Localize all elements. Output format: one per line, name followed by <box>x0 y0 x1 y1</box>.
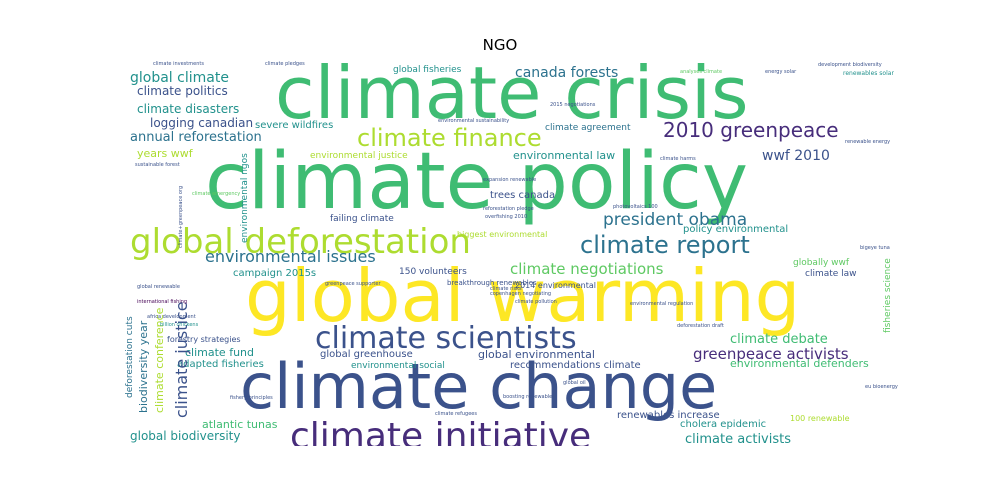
cloud-word: climate pollution <box>515 299 557 305</box>
cloud-word: environmental defenders <box>730 357 869 370</box>
cloud-word: canada forests <box>515 65 618 81</box>
cloud-word: climate justice <box>172 301 191 418</box>
cloud-word: deforestation cuts <box>125 316 135 398</box>
cloud-word: climate conference <box>153 307 166 413</box>
cloud-word: biggest environmental <box>457 230 547 239</box>
cloud-word: climate change <box>240 350 717 423</box>
cloud-word: climate scientists <box>315 321 577 356</box>
cloud-word: renewable energy <box>845 139 890 145</box>
cloud-word: cholera epidemic <box>680 419 766 430</box>
cloud-word: fisheries science <box>883 258 893 333</box>
cloud-word: climate emergency <box>192 191 240 197</box>
cloud-word: forestry strategies <box>167 335 241 344</box>
cloud-word: global deforestation <box>130 222 471 262</box>
cloud-word: climate refugees <box>435 411 477 417</box>
cloud-word: climate negotiations <box>510 260 664 278</box>
cloud-word: reforestation pledge <box>483 206 534 212</box>
cloud-word: environmental justice <box>310 151 408 161</box>
cloud-word: climate crisis <box>275 58 748 135</box>
cloud-word: global environmental <box>478 348 595 361</box>
cloud-word: renewables solar <box>843 70 894 77</box>
cloud-word: biodiversity year <box>137 320 150 413</box>
cloud-word: global biodiversity <box>130 429 240 443</box>
cloud-word: globally wwf <box>793 258 850 268</box>
cloud-word: annual reforestation <box>130 130 262 145</box>
cloud-word: global warming <box>245 254 800 338</box>
cloud-word: climate finance <box>357 124 542 152</box>
cloud-word: breakthrough renewables <box>447 279 537 287</box>
cloud-word: wwf 2010 <box>762 148 830 164</box>
cloud-word: 2010 greenpeace <box>663 118 839 142</box>
cloud-word: expansion renewable <box>483 177 536 183</box>
cloud-word: development biodiversity <box>818 62 882 68</box>
cloud-word: recommendations climate <box>510 360 641 371</box>
cloud-word: climate initiative <box>290 416 591 446</box>
cloud-word: 100 renewable <box>790 414 850 423</box>
cloud-word: environmental issues <box>205 247 376 266</box>
cloud-word: climate disasters <box>137 102 239 116</box>
cloud-word: climate activists <box>685 432 791 446</box>
cloud-word: eu bioenergy <box>865 384 898 390</box>
cloud-word: global climate <box>130 70 229 86</box>
cloud-word: atlantic tunas <box>202 418 278 431</box>
cloud-word: bigeye tuna <box>860 245 890 251</box>
cloud-word: environmental social <box>351 361 445 371</box>
cloud-word: global oil <box>563 380 586 386</box>
cloud-word: severe wildfires <box>255 120 333 131</box>
cloud-word: global renewable <box>137 284 180 290</box>
cloud-word: sustainable forest <box>135 162 180 168</box>
cloud-word: international fishing <box>137 299 187 305</box>
cloud-word: 150 volunteers <box>399 267 467 277</box>
cloud-word: environmental law <box>513 149 615 162</box>
cloud-word: climate fund <box>185 346 254 359</box>
cloud-word: global greenhouse <box>320 349 413 360</box>
cloud-word: overfishing 2010 <box>485 214 527 220</box>
cloud-word: climate risks <box>490 286 522 292</box>
cloud-word: energy solar <box>765 69 797 75</box>
cloud-word: africa development <box>147 314 196 320</box>
cloud-word: greenpeace supporter <box>325 281 381 287</box>
cloud-word: environmental regulation <box>630 301 693 307</box>
cloud-word: copenhagen negotiating <box>490 291 551 297</box>
cloud-word: climate report <box>580 231 750 259</box>
cloud-word: renewables increase <box>617 410 720 421</box>
cloud-word: analyses climate <box>680 69 722 75</box>
cloud-word: 2015 negotiations <box>550 102 596 108</box>
cloud-word: global fisheries <box>393 65 462 75</box>
cloud-word: environmental ngos <box>240 153 250 243</box>
cloud-word: photovoltaics 100 <box>613 204 658 210</box>
cloud-word: climate debate <box>730 332 828 347</box>
cloud-word: years wwf <box>137 147 194 160</box>
cloud-word: environmental sustainability <box>438 118 509 124</box>
cloud-word: campaign 2015s <box>233 268 316 279</box>
cloud-word: boosting renewable <box>503 394 552 400</box>
cloud-word: 2014 environmental <box>515 281 596 290</box>
cloud-word: deforestation draft <box>677 323 724 329</box>
cloud-word: policy environmental <box>683 224 788 235</box>
cloud-word: climate+greenpeace org <box>178 186 184 248</box>
cloud-word: climate law <box>805 269 857 279</box>
cloud-word: climate pledges <box>265 61 305 67</box>
cloud-word: climate investments <box>153 61 204 67</box>
cloud-word: president obama <box>603 210 747 230</box>
cloud-word: trees canada <box>490 190 555 201</box>
cloud-word: failing climate <box>330 214 394 224</box>
cloud-word: logging canadian <box>150 116 253 130</box>
cloud-word: climate agreement <box>545 123 631 133</box>
chart-title: NGO <box>482 36 518 54</box>
cloud-word: adapted fisheries <box>177 359 264 370</box>
cloud-word: climate policy <box>205 137 748 227</box>
cloud-word: greenpeace activists <box>693 345 849 363</box>
cloud-word: billion chickens <box>160 322 199 328</box>
word-cloud: climate crisis climate policy global warmi… <box>125 58 900 446</box>
cloud-word: climate harms <box>660 156 696 162</box>
cloud-word: fishery principles <box>230 395 273 401</box>
cloud-word: climate politics <box>137 84 228 98</box>
